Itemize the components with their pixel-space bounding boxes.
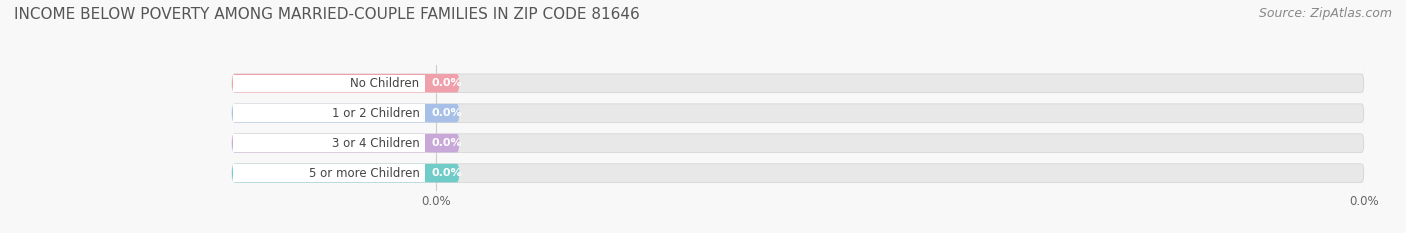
FancyBboxPatch shape — [232, 104, 460, 123]
FancyBboxPatch shape — [233, 104, 425, 122]
Text: 0.0%: 0.0% — [432, 168, 463, 178]
FancyBboxPatch shape — [233, 75, 425, 92]
FancyBboxPatch shape — [232, 74, 432, 93]
FancyBboxPatch shape — [232, 104, 432, 123]
FancyBboxPatch shape — [232, 104, 1364, 123]
FancyBboxPatch shape — [232, 134, 460, 152]
Text: No Children: No Children — [350, 77, 419, 90]
FancyBboxPatch shape — [232, 74, 1364, 93]
FancyBboxPatch shape — [232, 164, 1364, 182]
Text: 1 or 2 Children: 1 or 2 Children — [332, 107, 419, 120]
Text: Source: ZipAtlas.com: Source: ZipAtlas.com — [1258, 7, 1392, 20]
Text: 0.0%: 0.0% — [432, 138, 463, 148]
Text: 0.0%: 0.0% — [432, 108, 463, 118]
Text: 3 or 4 Children: 3 or 4 Children — [332, 137, 419, 150]
FancyBboxPatch shape — [232, 74, 460, 93]
Text: 5 or more Children: 5 or more Children — [308, 167, 419, 180]
FancyBboxPatch shape — [233, 134, 425, 152]
FancyBboxPatch shape — [233, 164, 425, 182]
Text: 0.0%: 0.0% — [432, 78, 463, 88]
FancyBboxPatch shape — [232, 134, 432, 152]
FancyBboxPatch shape — [232, 164, 460, 182]
Text: INCOME BELOW POVERTY AMONG MARRIED-COUPLE FAMILIES IN ZIP CODE 81646: INCOME BELOW POVERTY AMONG MARRIED-COUPL… — [14, 7, 640, 22]
FancyBboxPatch shape — [232, 164, 432, 182]
FancyBboxPatch shape — [232, 134, 1364, 152]
